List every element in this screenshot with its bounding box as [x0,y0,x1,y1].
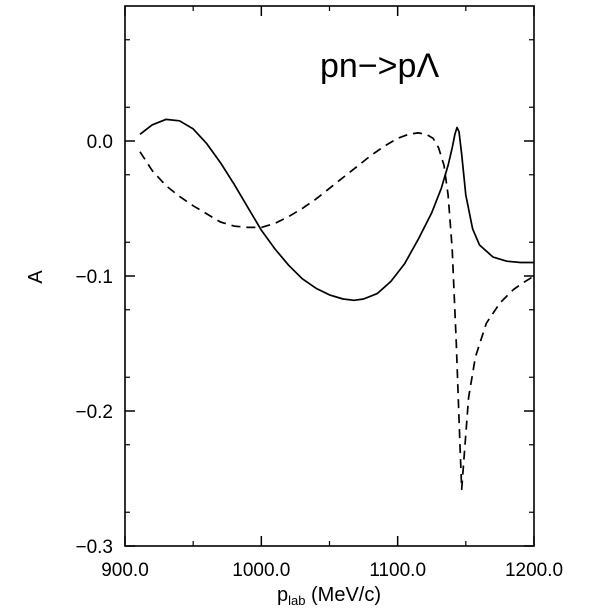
x-tick-label-2: 1100.0 [369,560,426,581]
x-axis-label-unit: (MeV/c) [305,584,381,606]
plot-frame [124,5,535,547]
x-tick-label-0: 900.0 [101,560,149,581]
y-tick-label-2: −0.2 [75,402,113,423]
y-tick-label-1: −0.1 [75,267,113,288]
series-solid-line [139,118,534,302]
x-tick-label-3: 1200.0 [505,560,563,581]
x-axis-label-subscript: lab [288,593,305,608]
ticks [124,6,535,547]
series-dashed-line [139,132,535,491]
x-axis-label: plab (MeV/c) [277,584,381,608]
y-tick-label-0: 0.0 [87,132,113,153]
chart-annotation: pn−>pΛ [320,47,439,85]
y-tick-label-3: −0.3 [75,537,113,558]
x-tick-label-1: 1000.0 [232,560,290,581]
series-lines [139,118,535,491]
y-axis-label: A [25,270,47,284]
x-axis-label-main: p [277,584,288,606]
